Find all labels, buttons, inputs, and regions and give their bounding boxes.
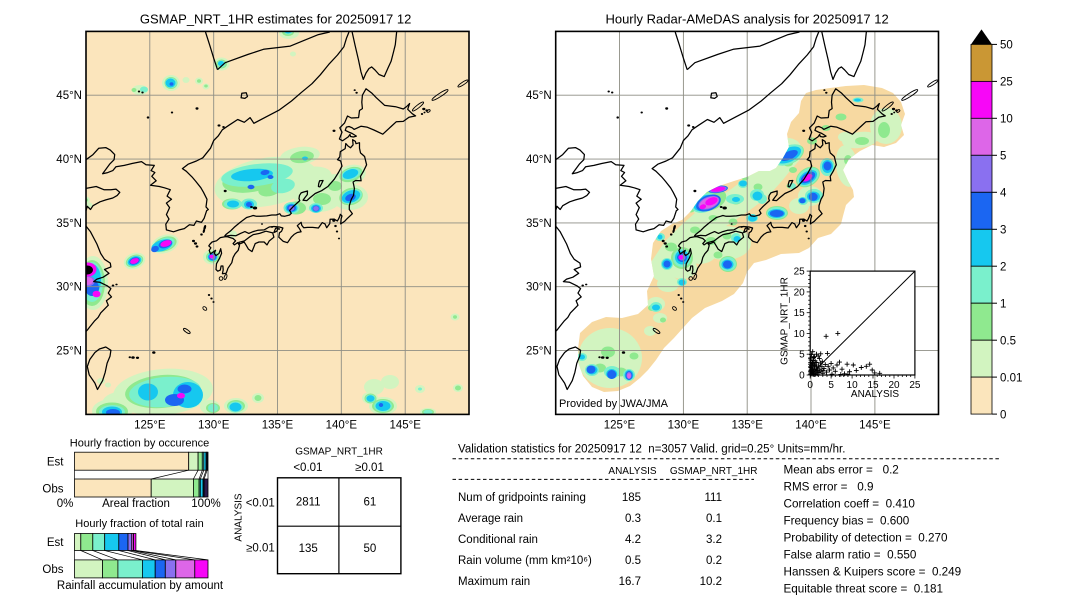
svg-text:Num of gridpoints raining: Num of gridpoints raining xyxy=(458,492,586,504)
svg-text:Est: Est xyxy=(47,537,64,549)
svg-text:ANALYSIS: ANALYSIS xyxy=(608,466,656,477)
svg-text:25°N: 25°N xyxy=(56,346,82,358)
svg-text:Conditional rain: Conditional rain xyxy=(458,534,538,546)
svg-text:10: 10 xyxy=(794,329,806,340)
svg-text:100%: 100% xyxy=(191,498,220,510)
svg-text:50: 50 xyxy=(364,543,377,555)
svg-text:Rainfall accumulation by amoun: Rainfall accumulation by amount xyxy=(57,580,224,592)
svg-text:0: 0 xyxy=(807,380,813,391)
svg-text:16.7: 16.7 xyxy=(619,576,641,588)
svg-text:0.5: 0.5 xyxy=(625,555,641,567)
svg-text:0: 0 xyxy=(1000,409,1006,421)
svg-text:125°E: 125°E xyxy=(134,420,166,432)
svg-text:10: 10 xyxy=(847,380,859,391)
svg-text:ANALYSIS: ANALYSIS xyxy=(851,389,899,400)
svg-text:GSMAP_NRT_1HR: GSMAP_NRT_1HR xyxy=(295,446,383,457)
svg-text:GSMAP_NRT_1HR estimates for 20: GSMAP_NRT_1HR estimates for 20250917 12 xyxy=(140,12,411,27)
svg-text:5: 5 xyxy=(828,380,834,391)
svg-text:20: 20 xyxy=(794,287,806,298)
svg-text:145°E: 145°E xyxy=(859,420,891,432)
svg-text:130°E: 130°E xyxy=(198,420,230,432)
svg-text:4: 4 xyxy=(1000,188,1007,200)
svg-text:Validation statistics for 2025: Validation statistics for 20250917 12 n=… xyxy=(458,443,845,455)
svg-text:145°E: 145°E xyxy=(389,420,421,432)
svg-text:45°N: 45°N xyxy=(56,90,82,102)
svg-text:3.2: 3.2 xyxy=(706,534,722,546)
svg-text:30°N: 30°N xyxy=(526,282,552,294)
svg-text:Average rain: Average rain xyxy=(458,513,523,525)
svg-text:125°E: 125°E xyxy=(604,420,636,432)
svg-text:25: 25 xyxy=(794,267,806,278)
svg-text:Hourly fraction of total rain: Hourly fraction of total rain xyxy=(75,518,203,530)
svg-text:0: 0 xyxy=(799,371,805,382)
svg-text:35°N: 35°N xyxy=(526,218,552,230)
svg-text:185: 185 xyxy=(622,492,641,504)
svg-text:140°E: 140°E xyxy=(795,420,827,432)
svg-text:Provided by JWA/JMA: Provided by JWA/JMA xyxy=(559,398,669,410)
svg-text:10: 10 xyxy=(1000,114,1013,126)
svg-text:40°N: 40°N xyxy=(56,154,82,166)
svg-text:Correlation coeff = 0.410: Correlation coeff = 0.410 xyxy=(784,498,916,511)
svg-text:Hourly fraction by occurence: Hourly fraction by occurence xyxy=(70,438,209,450)
svg-text:40°N: 40°N xyxy=(526,154,552,166)
svg-text:<0.01: <0.01 xyxy=(246,497,275,509)
svg-text:False alarm ratio = 0.550: False alarm ratio = 0.550 xyxy=(784,549,917,562)
svg-text:15: 15 xyxy=(867,380,879,391)
svg-text:30°N: 30°N xyxy=(56,282,82,294)
svg-text:3: 3 xyxy=(1000,225,1006,237)
svg-text:135°E: 135°E xyxy=(262,420,294,432)
svg-text:<0.01: <0.01 xyxy=(293,462,322,474)
svg-text:Equitable threat score = 0.18: Equitable threat score = 0.181 xyxy=(784,583,944,596)
svg-text:Frequency bias = 0.600: Frequency bias = 0.600 xyxy=(784,515,910,528)
svg-text:Hourly Radar-AMeDAS analysis f: Hourly Radar-AMeDAS analysis for 2025091… xyxy=(605,12,888,27)
svg-text:5: 5 xyxy=(799,350,805,361)
svg-text:Maximum rain: Maximum rain xyxy=(458,576,530,588)
svg-text:0.1: 0.1 xyxy=(706,513,722,525)
svg-text:25°N: 25°N xyxy=(526,346,552,358)
svg-text:5: 5 xyxy=(1000,151,1006,163)
svg-text:20: 20 xyxy=(888,380,900,391)
svg-text:Mean abs error = 0.2: Mean abs error = 0.2 xyxy=(784,464,899,477)
svg-text:GSMAP_NRT_1HR: GSMAP_NRT_1HR xyxy=(780,277,791,365)
svg-text:10.2: 10.2 xyxy=(700,576,722,588)
svg-text:≥0.01: ≥0.01 xyxy=(355,462,384,474)
svg-text:25: 25 xyxy=(909,380,921,391)
svg-text:35°N: 35°N xyxy=(56,218,82,230)
svg-text:2: 2 xyxy=(1000,261,1006,273)
svg-text:≥0.01: ≥0.01 xyxy=(246,543,275,555)
svg-text:Obs: Obs xyxy=(42,564,63,576)
svg-text:1: 1 xyxy=(1000,298,1006,310)
svg-text:Areal fraction: Areal fraction xyxy=(102,498,170,510)
svg-text:135: 135 xyxy=(299,543,318,555)
svg-text:0.01: 0.01 xyxy=(1000,372,1022,384)
svg-text:0%: 0% xyxy=(57,498,74,510)
svg-text:140°E: 140°E xyxy=(326,420,358,432)
svg-text:4.2: 4.2 xyxy=(625,534,641,546)
svg-text:0.5: 0.5 xyxy=(1000,335,1016,347)
svg-text:61: 61 xyxy=(364,497,377,509)
svg-text:135°E: 135°E xyxy=(731,420,763,432)
svg-text:Hanssen & Kuipers score = 0.2: Hanssen & Kuipers score = 0.249 xyxy=(784,566,962,579)
svg-text:Est: Est xyxy=(47,457,64,469)
svg-text:130°E: 130°E xyxy=(668,420,700,432)
svg-text:0.3: 0.3 xyxy=(625,513,641,525)
svg-text:0.2: 0.2 xyxy=(706,555,722,567)
svg-text:45°N: 45°N xyxy=(526,90,552,102)
svg-text:Obs: Obs xyxy=(42,483,63,495)
svg-text:Rain volume (mm km²10⁶): Rain volume (mm km²10⁶) xyxy=(458,555,592,567)
svg-text:Probability of detection = 0.: Probability of detection = 0.270 xyxy=(784,532,949,545)
svg-text:111: 111 xyxy=(705,492,722,504)
svg-text:25: 25 xyxy=(1000,77,1013,89)
svg-text:GSMAP_NRT_1HR: GSMAP_NRT_1HR xyxy=(670,466,758,477)
svg-text:2811: 2811 xyxy=(296,497,321,509)
svg-text:50: 50 xyxy=(1000,40,1013,52)
svg-text:15: 15 xyxy=(794,308,806,319)
svg-text:ANALYSIS: ANALYSIS xyxy=(234,493,245,541)
svg-text:RMS error = 0.9: RMS error = 0.9 xyxy=(784,481,874,494)
